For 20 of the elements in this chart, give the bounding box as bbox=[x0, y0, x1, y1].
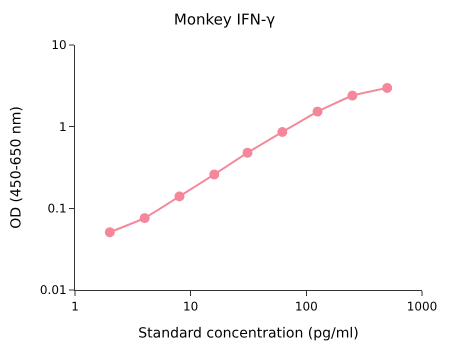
point bbox=[347, 90, 358, 101]
y-tick-label: 0.1 bbox=[48, 202, 67, 216]
point bbox=[174, 191, 184, 202]
point bbox=[209, 169, 220, 180]
y-tick-label: 10 bbox=[51, 38, 67, 52]
x-tick-label: 1 bbox=[71, 299, 79, 314]
point bbox=[242, 148, 252, 158]
x-axis-title: Standard concentration (pg/ml) bbox=[138, 326, 359, 342]
y-axis-title: OD (450-650 nm) bbox=[8, 106, 24, 229]
y-tick-label: 1 bbox=[58, 120, 67, 134]
point bbox=[104, 227, 115, 238]
point bbox=[382, 82, 392, 93]
x-tick-label: 1000 bbox=[406, 299, 438, 314]
point bbox=[140, 213, 150, 224]
point bbox=[277, 127, 288, 138]
x-tick-label: 100 bbox=[294, 299, 318, 314]
point bbox=[312, 106, 323, 117]
x-tick-label: 10 bbox=[183, 299, 198, 314]
y-tick-label: 0.01 bbox=[40, 283, 67, 298]
chart-title: Monkey IFN-γ bbox=[174, 10, 276, 28]
